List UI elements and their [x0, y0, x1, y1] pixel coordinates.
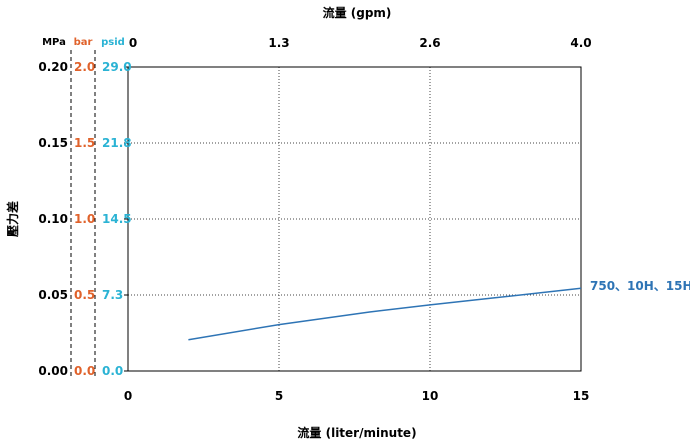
y-tick-label-psid: 7.3	[102, 288, 123, 302]
y-tick-label-psid: 29.0	[102, 60, 132, 74]
y-tick-label-mpa: 0.10	[38, 212, 68, 226]
y-tick-label-bar: 2.0	[74, 60, 95, 74]
x-tick-label: 0	[124, 389, 132, 403]
y-axis-title: 壓力差	[5, 201, 20, 237]
y-tick-label-mpa: 0.15	[38, 136, 68, 150]
series-label: 750、10H、15H	[590, 279, 690, 293]
series-layer: 750、10H、15H	[188, 279, 690, 341]
unit-header-bar: bar	[74, 37, 93, 48]
y-tick-label-bar: 1.0	[74, 212, 95, 226]
y-tick-label-bar: 1.5	[74, 136, 95, 150]
y-tick-label-mpa: 0.20	[38, 60, 68, 74]
top-tick-label: 0	[129, 36, 137, 50]
y-tick-label-mpa: 0.00	[38, 364, 68, 378]
unit-headers: MPa bar psid	[42, 37, 125, 48]
top-tick-label: 4.0	[570, 36, 591, 50]
x-tick-labels: 0 5 10 15	[124, 389, 590, 403]
x-tick-label: 15	[573, 389, 590, 403]
x-tick-label: 5	[275, 389, 283, 403]
y-tick-label-mpa: 0.05	[38, 288, 68, 302]
y-tick-label-psid: 14.5	[102, 212, 132, 226]
top-axis-title: 流量 (gpm)	[323, 5, 392, 20]
x-axis-title: 流量 (liter/minute)	[297, 425, 416, 440]
unit-header-psid: psid	[101, 37, 125, 48]
grid	[124, 66, 581, 372]
y-tick-label-psid: 0.0	[102, 364, 123, 378]
y-tick-labels: 0.00 0.05 0.10 0.15 0.20 0.0 0.5 1.0 1.5 2.0 0.0 7.…	[38, 60, 131, 378]
y-tick-label-bar: 0.5	[74, 288, 95, 302]
x-tick-label: 10	[422, 389, 439, 403]
top-tick-label: 1.3	[268, 36, 289, 50]
unit-rails	[70, 50, 96, 377]
top-tick-label: 2.6	[419, 36, 440, 50]
top-tick-labels: 0 1.3 2.6 4.0	[129, 36, 592, 50]
y-tick-label-bar: 0.0	[74, 364, 95, 378]
series-line	[188, 287, 582, 341]
plot-frame	[127, 66, 582, 372]
y-tick-label-psid: 21.8	[102, 136, 132, 150]
unit-header-mpa: MPa	[42, 37, 66, 48]
